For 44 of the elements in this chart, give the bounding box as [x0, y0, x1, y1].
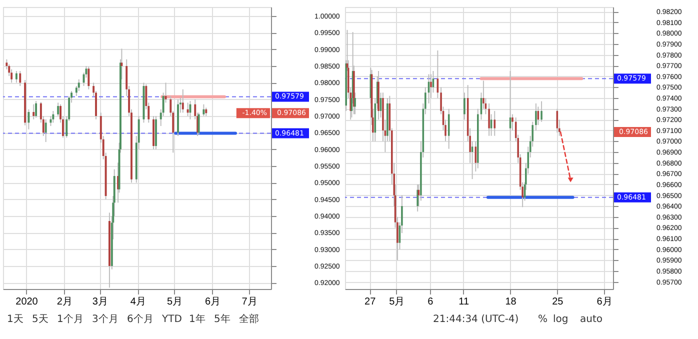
candlestick — [535, 102, 537, 131]
candlestick — [44, 118, 47, 142]
candlestick — [15, 70, 18, 84]
text: 5年 — [214, 313, 230, 325]
candlestick — [202, 104, 205, 116]
candlestick — [186, 102, 189, 116]
candlestick — [35, 100, 38, 118]
x-tick-label: 6 — [428, 296, 434, 308]
candlestick — [19, 70, 22, 86]
x-tick-label: 5月 — [389, 296, 405, 308]
text: auto — [580, 314, 603, 325]
text: YTD — [161, 314, 182, 325]
text: 3个月 — [92, 313, 118, 325]
x-tick-label: 18 — [505, 296, 517, 308]
x-tick-label: 4月 — [130, 296, 146, 308]
x-tick-label: 7月 — [242, 296, 258, 308]
text: % — [538, 314, 548, 325]
x-tick-label: 6月 — [204, 296, 221, 308]
text: 5天 — [32, 314, 48, 325]
candlestick — [52, 110, 54, 124]
text: 1天 — [7, 314, 24, 325]
text: log — [553, 314, 568, 325]
x-tick-label: 2月 — [56, 296, 72, 308]
text: 1年 — [189, 313, 206, 325]
x-tick-label: 2020 — [16, 296, 38, 308]
text: 1个月 — [57, 313, 84, 325]
x-tick-label: 27 — [364, 296, 376, 308]
candlestick — [464, 92, 466, 120]
candlestick — [540, 100, 542, 122]
candlestick — [494, 110, 496, 136]
x-tick-label: 3月 — [92, 296, 108, 308]
x-tick-label: 6月 — [596, 296, 612, 308]
candlestick — [88, 66, 90, 90]
candlestick — [488, 102, 490, 136]
candlestick — [32, 104, 35, 120]
text: 全部 — [239, 313, 259, 325]
x-tick-label: 5月 — [167, 296, 183, 308]
x-tick-label: 11 — [458, 296, 470, 308]
candlestick — [182, 88, 184, 114]
text: 6个月 — [127, 313, 154, 325]
x-tick-label: 25 — [552, 296, 564, 308]
candlestick — [28, 108, 30, 130]
text: 21:44:34 (UTC-4) — [433, 314, 519, 325]
candlestick — [10, 68, 13, 84]
